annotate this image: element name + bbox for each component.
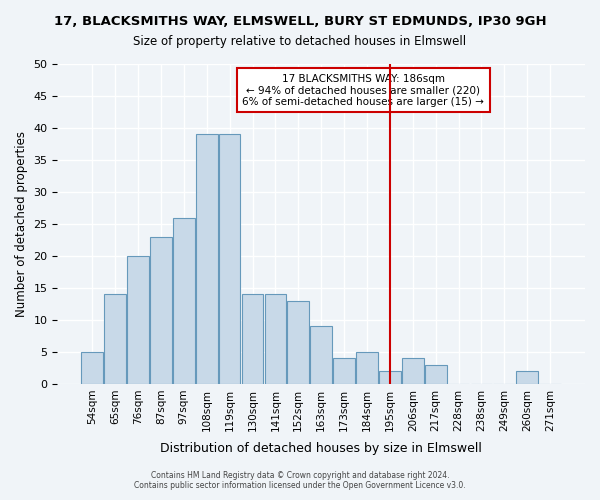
Text: Contains HM Land Registry data © Crown copyright and database right 2024.
Contai: Contains HM Land Registry data © Crown c…: [134, 470, 466, 490]
Bar: [173, 218, 195, 384]
Bar: [150, 236, 172, 384]
Bar: [402, 358, 424, 384]
Text: 17 BLACKSMITHS WAY: 186sqm
← 94% of detached houses are smaller (220)
6% of semi: 17 BLACKSMITHS WAY: 186sqm ← 94% of deta…: [242, 74, 484, 107]
Bar: [104, 294, 126, 384]
Bar: [356, 352, 378, 384]
Bar: [82, 352, 103, 384]
Bar: [265, 294, 286, 384]
X-axis label: Distribution of detached houses by size in Elmswell: Distribution of detached houses by size …: [160, 442, 482, 455]
Bar: [379, 371, 401, 384]
Bar: [517, 371, 538, 384]
Bar: [310, 326, 332, 384]
Y-axis label: Number of detached properties: Number of detached properties: [15, 131, 28, 317]
Bar: [333, 358, 355, 384]
Bar: [219, 134, 241, 384]
Bar: [425, 364, 446, 384]
Bar: [196, 134, 218, 384]
Bar: [287, 300, 309, 384]
Bar: [242, 294, 263, 384]
Bar: [127, 256, 149, 384]
Text: 17, BLACKSMITHS WAY, ELMSWELL, BURY ST EDMUNDS, IP30 9GH: 17, BLACKSMITHS WAY, ELMSWELL, BURY ST E…: [53, 15, 547, 28]
Text: Size of property relative to detached houses in Elmswell: Size of property relative to detached ho…: [133, 35, 467, 48]
